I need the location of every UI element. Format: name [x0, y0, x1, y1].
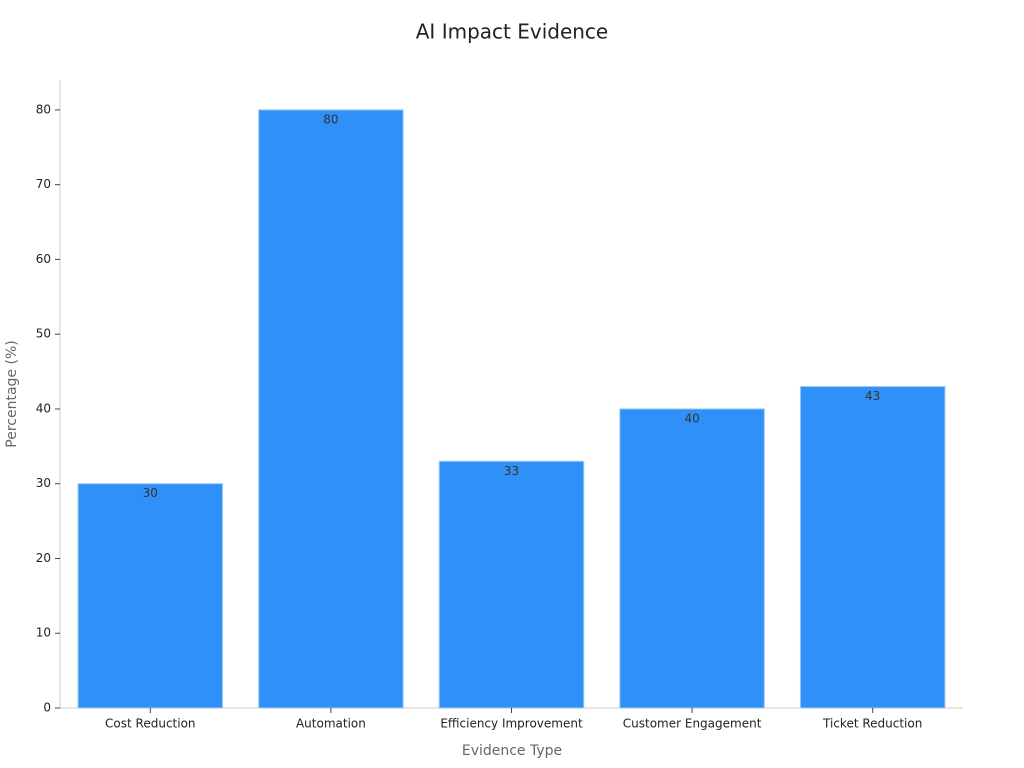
y-tick-label: 80	[36, 102, 51, 116]
bar	[438, 460, 585, 709]
data-label: 33	[504, 464, 519, 478]
data-label: 80	[323, 112, 338, 126]
data-label: 40	[684, 411, 699, 425]
x-axis-label: Evidence Type	[462, 743, 562, 759]
x-tick-label: Efficiency Improvement	[440, 717, 583, 731]
y-axis-label: Percentage (%)	[4, 340, 20, 447]
y-tick-label: 10	[36, 626, 51, 640]
y-tick-label: 50	[36, 327, 51, 341]
x-tick-label: Customer Engagement	[623, 717, 762, 731]
x-tick-label: Automation	[296, 717, 366, 731]
y-tick-label: 0	[43, 701, 51, 715]
y-tick-label: 20	[36, 551, 51, 565]
y-tick-label: 30	[36, 476, 51, 490]
y-tick-label: 60	[36, 252, 51, 266]
y-tick-label: 70	[36, 177, 51, 191]
x-tick-label: Ticket Reduction	[822, 717, 922, 731]
bar	[799, 386, 946, 709]
data-label: 30	[143, 486, 158, 500]
chart-title: AI Impact Evidence	[416, 20, 608, 44]
bar	[619, 408, 765, 709]
bar	[77, 483, 224, 709]
x-tick-label: Cost Reduction	[105, 717, 195, 731]
data-label: 43	[865, 389, 880, 403]
y-tick-label: 40	[36, 401, 51, 415]
bar	[258, 109, 404, 709]
